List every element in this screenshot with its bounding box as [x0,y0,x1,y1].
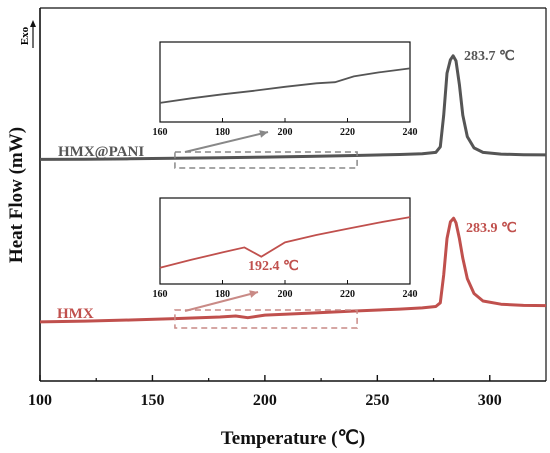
series-label-hmx-pani: HMX@PANI [58,144,144,160]
x-tick-label: 250 [365,392,389,409]
inset-x-tick-label: 220 [340,127,355,138]
x-axis-label: Temperature (℃) [221,428,365,449]
inset-x-tick-label: 200 [278,127,293,138]
peak-label-hmx: 283.9 ℃ [466,221,517,236]
series-label-hmx: HMX [57,306,94,322]
exo-label: Exo [19,26,31,45]
peak-label-hmx-pani: 283.7 ℃ [464,49,515,64]
inset-x-tick-label: 240 [403,289,418,300]
x-tick-label: 100 [28,392,52,409]
inset-x-tick-label: 180 [215,289,230,300]
inset-annotation-hmx: 192.4 ℃ [248,259,299,274]
inset-x-tick-label: 200 [278,289,293,300]
inset-x-tick-label: 220 [340,289,355,300]
zoom-arrow-head [259,130,268,138]
inset-frame [160,42,410,122]
inset-x-tick-label: 160 [153,127,168,138]
zoom-region-box [175,152,357,168]
y-axis-label: Heat Flow (mW) [6,127,27,263]
x-tick-label: 300 [478,392,502,409]
inset-x-tick-label: 160 [153,289,168,300]
x-tick-label: 150 [140,392,164,409]
inset-x-tick-label: 240 [403,127,418,138]
x-tick-label: 200 [253,392,277,409]
exo-arrow-head-icon [30,20,36,27]
inset-x-tick-label: 180 [215,127,230,138]
